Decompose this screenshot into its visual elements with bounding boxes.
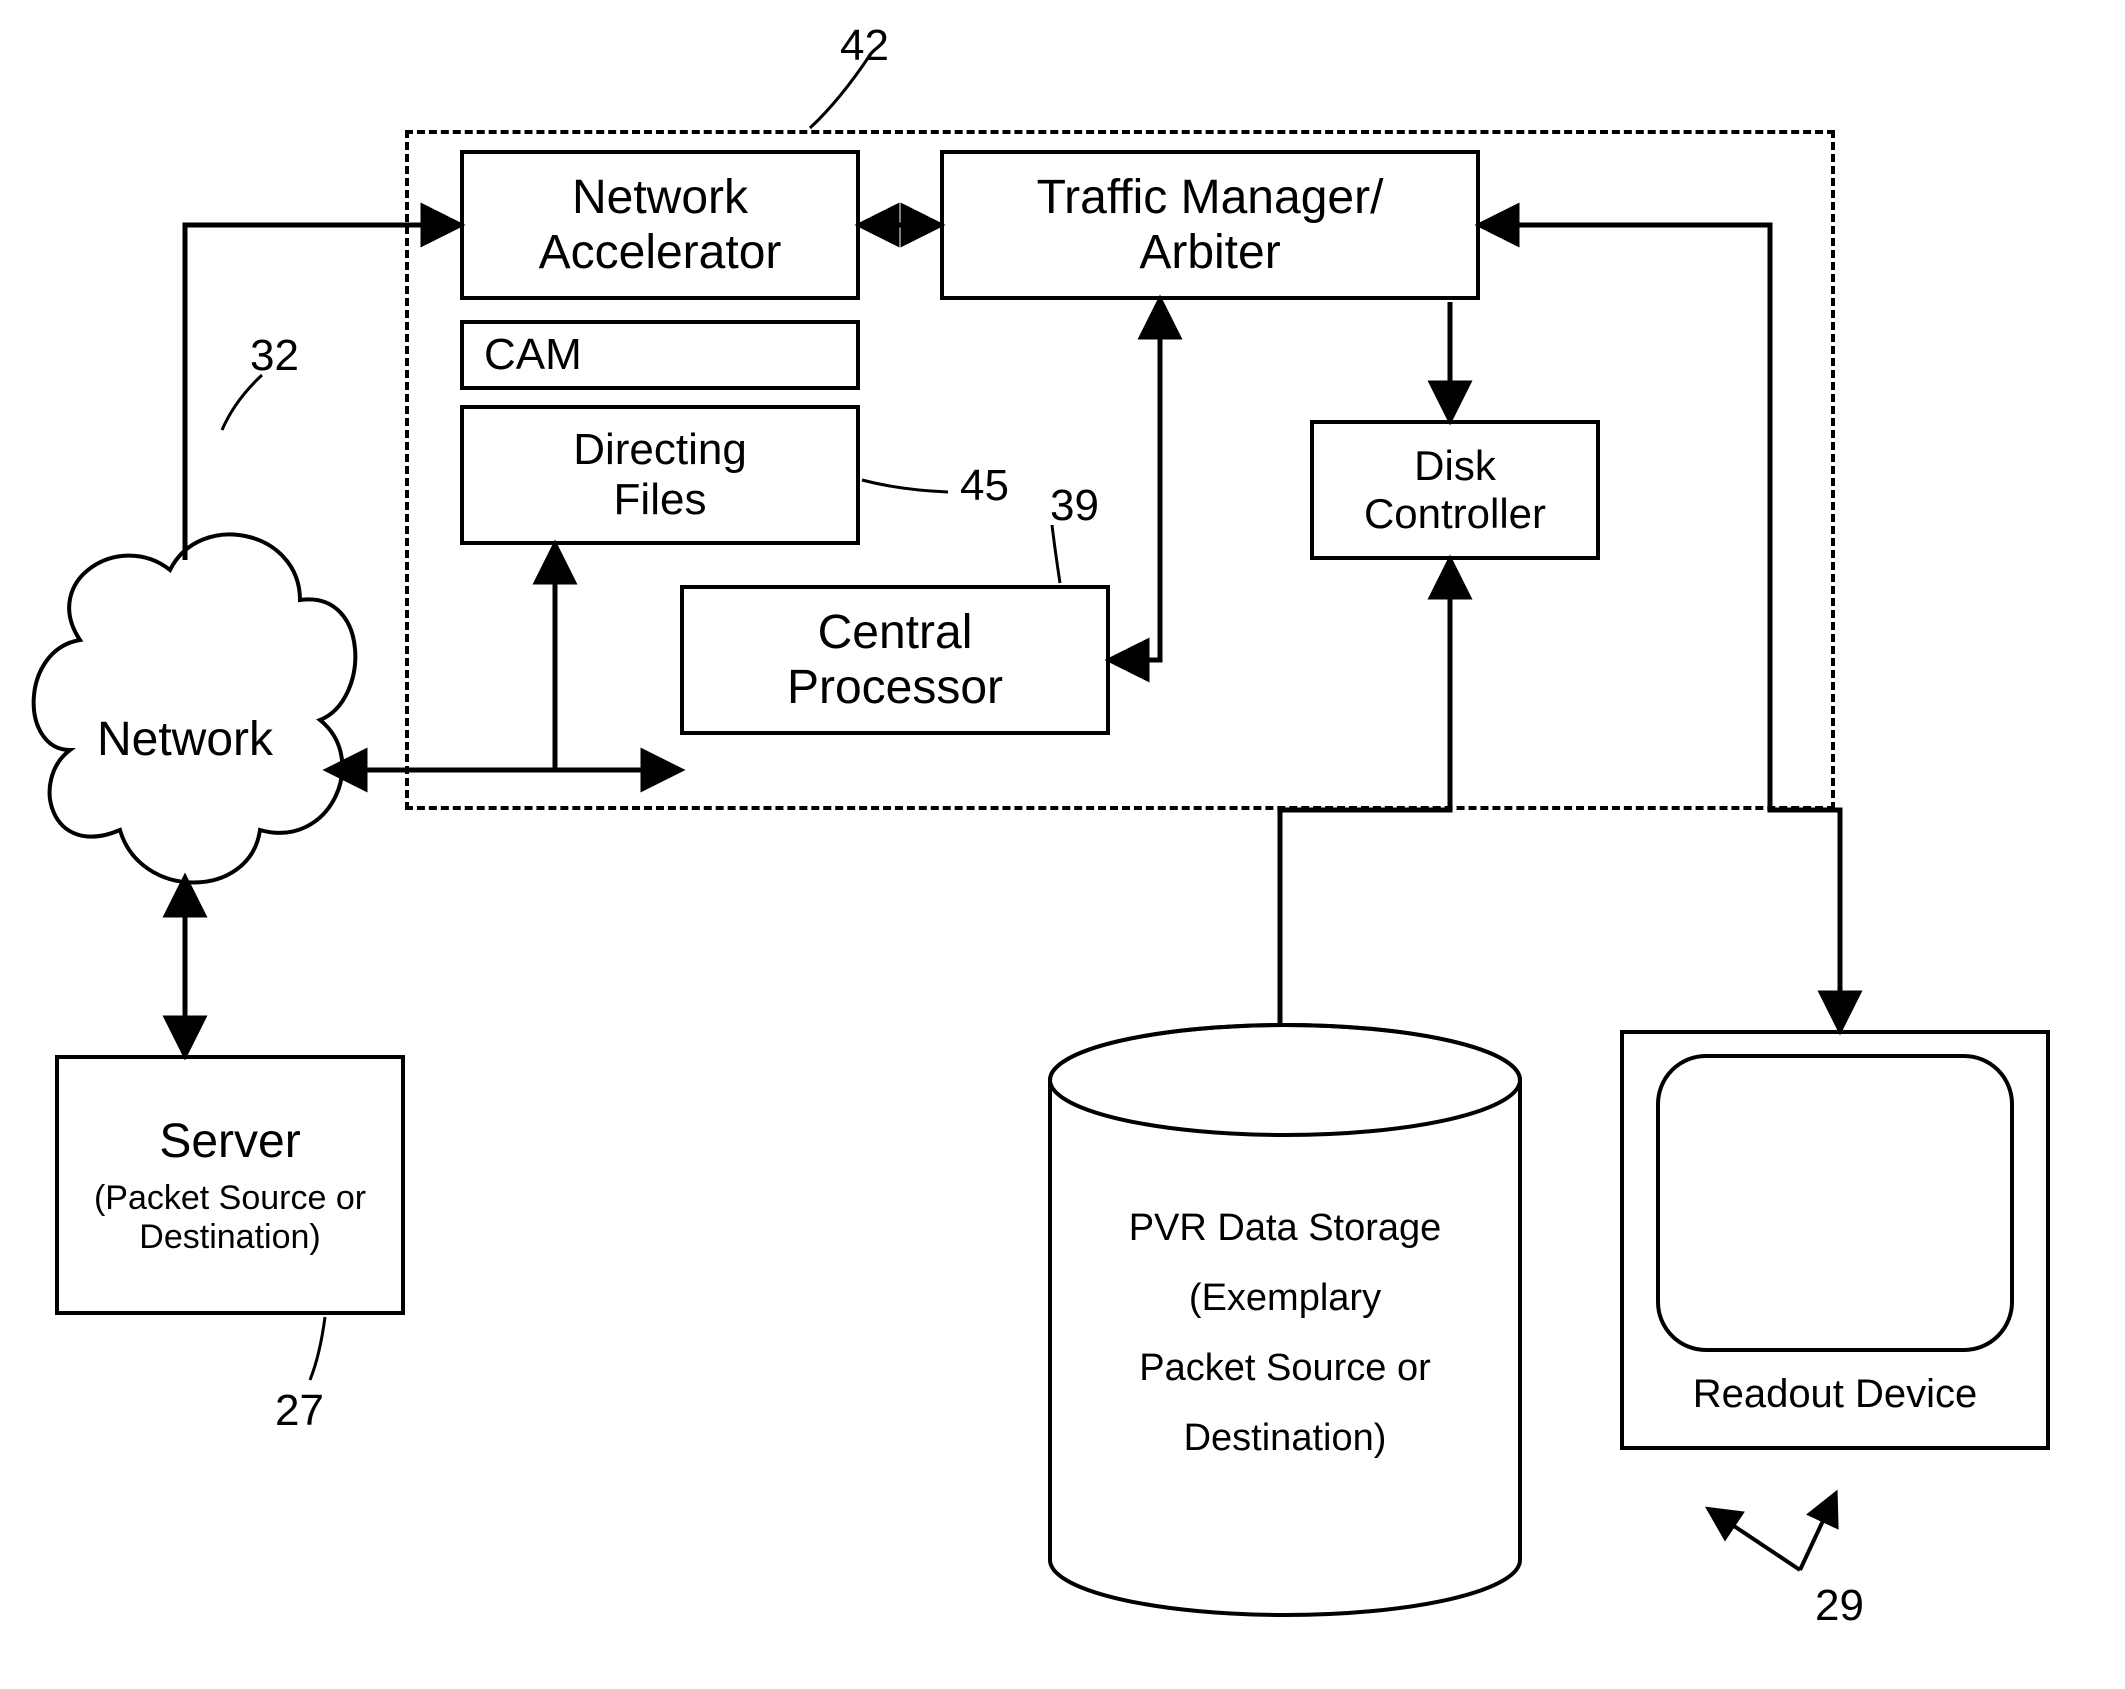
pvr-line2: (Exemplary [1189,1277,1381,1319]
server-box: Server (Packet Source orDestination) [55,1055,405,1315]
ref-39: 39 [1050,480,1099,533]
server-subtitle: (Packet Source orDestination) [94,1179,366,1257]
directing-files-box: DirectingFiles [460,405,860,545]
cam-label: CAM [484,330,582,380]
central-processor-label: CentralProcessor [787,605,1003,715]
pvr-cylinder: PVR Data Storage (Exemplary Packet Sourc… [1050,1025,1520,1615]
disk-controller-label: DiskController [1364,442,1546,538]
ref-45: 45 [960,460,1009,513]
readout-device-box: Readout Device [1620,1030,2050,1450]
disk-controller-box: DiskController [1310,420,1600,560]
cam-box: CAM [460,320,860,390]
central-processor-box: CentralProcessor [680,585,1110,735]
pvr-line3: Packet Source or [1139,1347,1431,1389]
readout-device-label: Readout Device [1693,1372,1978,1417]
traffic-manager-label: Traffic Manager/Arbiter [1037,170,1384,280]
directing-files-label: DirectingFiles [573,425,747,525]
ref-32: 32 [250,330,299,383]
traffic-manager-box: Traffic Manager/Arbiter [940,150,1480,300]
pvr-line1: PVR Data Storage [1129,1207,1442,1249]
pvr-line4: Destination) [1184,1417,1387,1459]
network-cloud: Network [34,534,356,882]
network-label: Network [97,713,274,766]
ref-27: 27 [275,1385,324,1438]
ref-42: 42 [840,20,889,73]
diagram-canvas: NetworkAccelerator Traffic Manager/Arbit… [0,0,2125,1689]
screen-icon [1656,1054,2014,1352]
network-accelerator-label: NetworkAccelerator [539,170,782,280]
network-accelerator-box: NetworkAccelerator [460,150,860,300]
ref-29: 29 [1815,1580,1864,1633]
server-title: Server [159,1114,300,1169]
